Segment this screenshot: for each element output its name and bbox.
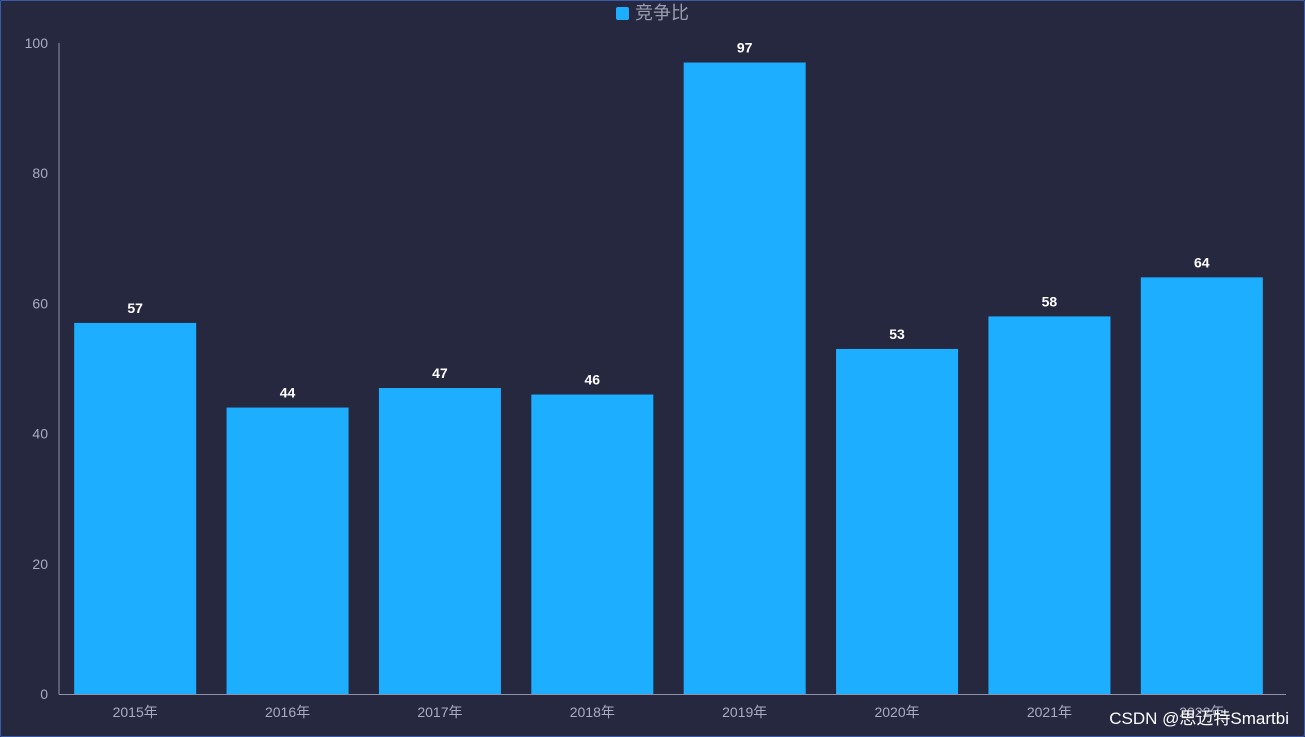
x-tick-label: 2021年 (1027, 704, 1072, 720)
legend[interactable]: 竞争比 (616, 3, 689, 23)
bar[interactable] (74, 322, 197, 694)
y-tick-label: 0 (40, 686, 48, 702)
data-label: 57 (127, 300, 143, 316)
axes (58, 43, 1286, 695)
y-tick-label: 40 (32, 426, 48, 442)
bar[interactable] (683, 62, 806, 694)
x-axis-ticks: 2015年 2016年 2017年 2018年 2019年 2020年 2021年 2022年 (113, 704, 1225, 720)
data-label: 53 (889, 326, 905, 342)
bar[interactable] (531, 394, 654, 694)
x-tick-label: 2016年 (265, 704, 310, 720)
data-label: 47 (432, 365, 448, 381)
y-tick-label: 20 (32, 556, 48, 572)
data-label: 46 (585, 372, 601, 388)
y-tick-label: 80 (32, 165, 48, 181)
data-labels: 57 44 47 46 97 53 58 64 (127, 40, 1209, 401)
y-tick-label: 60 (32, 295, 48, 311)
data-label: 97 (737, 40, 753, 56)
bar[interactable] (1140, 277, 1263, 694)
y-axis-ticks: 0 20 40 60 80 100 (25, 35, 49, 702)
data-label: 64 (1194, 254, 1210, 270)
x-tick-label: 2019年 (722, 704, 767, 720)
x-tick-label: 2022年 (1179, 704, 1224, 720)
watermark: CSDN @思迈特Smartbi (1109, 709, 1289, 728)
x-tick-label: 2015年 (113, 704, 158, 720)
x-tick-label: 2020年 (874, 704, 919, 720)
y-tick-label: 100 (25, 35, 49, 51)
bar[interactable] (836, 348, 959, 694)
legend-swatch (616, 7, 629, 20)
bars (74, 62, 1263, 694)
bar[interactable] (988, 316, 1111, 694)
bar[interactable] (226, 407, 349, 694)
data-label: 44 (280, 385, 296, 401)
bar[interactable] (378, 388, 501, 694)
x-tick-label: 2017年 (417, 704, 462, 720)
legend-label: 竞争比 (635, 3, 689, 23)
x-tick-label: 2018年 (570, 704, 615, 720)
data-label: 58 (1042, 293, 1058, 309)
